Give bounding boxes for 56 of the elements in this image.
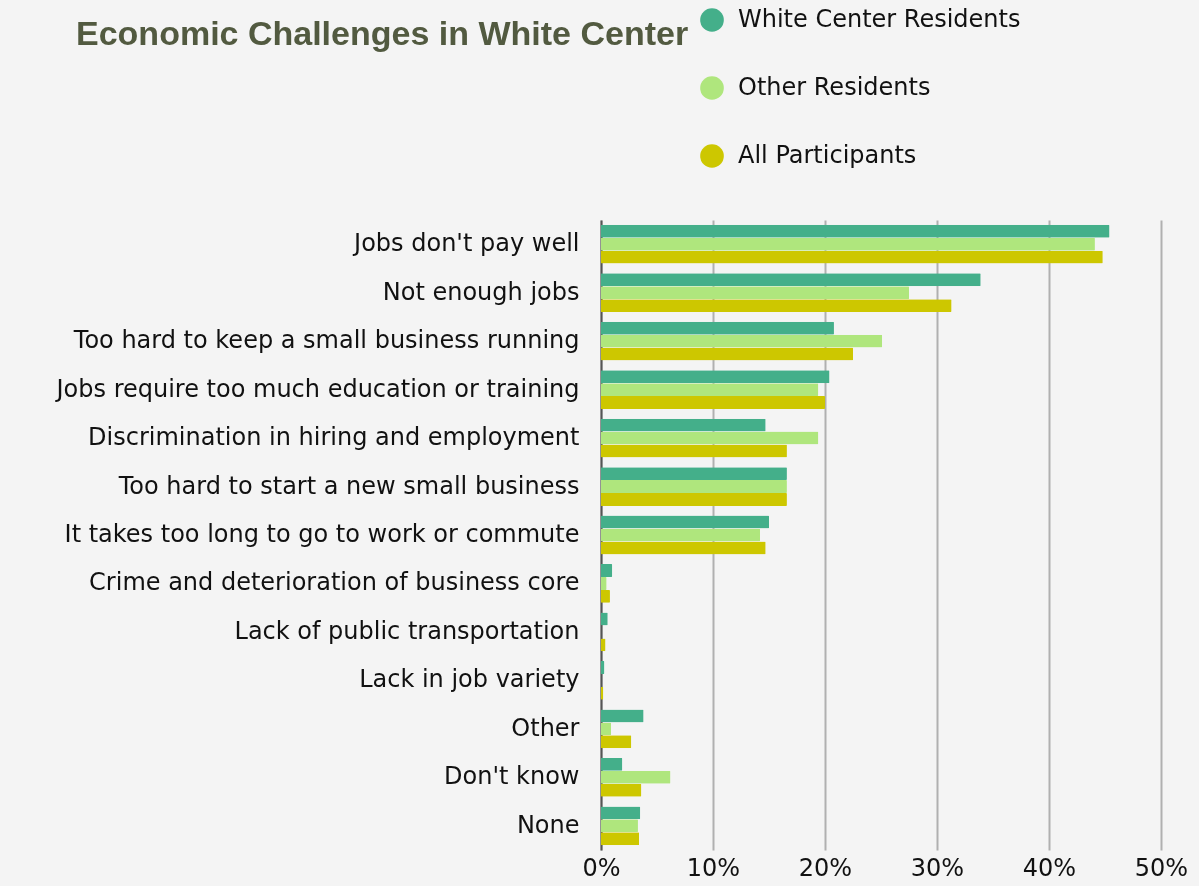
bar <box>601 661 605 674</box>
bar <box>601 709 644 723</box>
bar <box>601 722 612 736</box>
bar <box>601 819 638 833</box>
x-tick-label: 30% <box>910 853 965 882</box>
bar <box>601 770 671 784</box>
bar <box>601 467 787 481</box>
bar <box>601 347 853 361</box>
bar <box>601 383 819 397</box>
y-tick-label: Jobs require too much education or training <box>54 374 580 403</box>
y-tick-label: Crime and deterioration of business core <box>89 568 580 597</box>
y-tick-label: Lack in job variety <box>359 665 580 694</box>
y-tick-label: Don't know <box>444 762 580 791</box>
bar <box>601 577 607 590</box>
bar <box>601 237 1095 251</box>
x-tick-label: 40% <box>1022 853 1077 882</box>
y-tick-label: Too hard to start a new small business <box>117 471 580 500</box>
x-tick-label: 50% <box>1134 853 1189 882</box>
x-tick-label: 0% <box>582 853 621 882</box>
x-tick-label: 20% <box>798 853 853 882</box>
legend-label: All Participants <box>738 141 917 169</box>
bar <box>601 480 787 493</box>
bar <box>601 832 640 846</box>
bar <box>601 528 761 542</box>
bar <box>601 806 641 820</box>
y-tick-label: Too hard to keep a small business running <box>72 326 580 355</box>
y-tick-label: Jobs don't pay well <box>352 229 580 258</box>
bar <box>601 286 909 300</box>
chart-title: Economic Challenges in White Center <box>76 14 689 52</box>
y-tick-label: None <box>516 810 580 839</box>
bar <box>601 299 952 313</box>
bar <box>601 735 632 749</box>
bar <box>601 541 766 555</box>
x-tick-label: 10% <box>686 853 741 882</box>
legend-label: White Center Residents <box>738 5 1021 33</box>
bar <box>601 564 613 577</box>
y-tick-label: Discrimination in hiring and employment <box>88 423 580 452</box>
bar <box>601 321 834 335</box>
bar <box>601 224 1110 238</box>
bar <box>601 444 787 458</box>
bar <box>601 431 819 445</box>
bar <box>601 250 1103 264</box>
bar <box>601 418 766 432</box>
bar <box>601 370 830 384</box>
legend-label: Other Residents <box>738 73 931 101</box>
bar <box>601 493 787 506</box>
bar <box>601 273 981 287</box>
bar <box>601 757 623 771</box>
y-tick-label: Not enough jobs <box>382 277 580 306</box>
bar <box>601 334 883 348</box>
y-tick-label: Lack of public transportation <box>234 616 580 645</box>
bar <box>601 783 642 797</box>
y-tick-label: Other <box>511 713 580 742</box>
bar <box>601 396 825 409</box>
bar <box>601 515 769 529</box>
y-tick-label: It takes too long to go to work or commute <box>64 520 580 548</box>
